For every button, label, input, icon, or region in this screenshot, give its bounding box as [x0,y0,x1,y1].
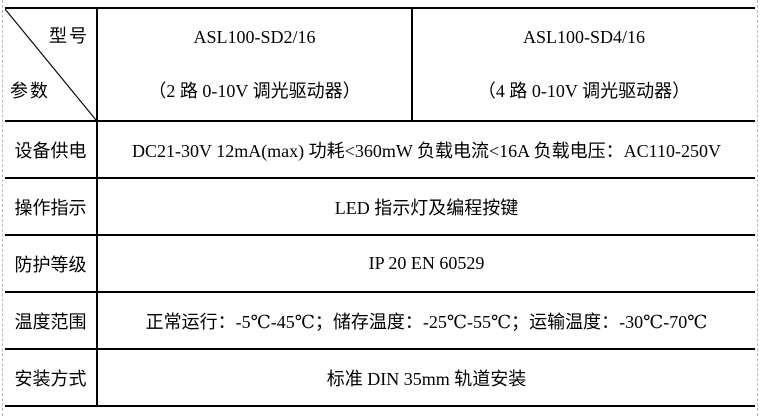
row-value-operation-indicator: LED 指示灯及编程按键 [97,177,755,235]
row-value-power-supply: DC21-30V 12mA(max) 功耗<360mW 负载电流<16A 负载电… [97,120,755,178]
model-1-description: （2 路 0-10V 调光驱动器） [148,80,361,101]
spec-row-mounting: 安装方式 标准 DIN 35mm 轨道安装 [5,348,755,407]
row-label-temperature-range: 温度范围 [5,291,98,349]
corner-cell: 型号 参数 [5,7,98,121]
row-value-mounting-method: 标准 DIN 35mm 轨道安装 [97,348,755,407]
row-label-protection-rating: 防护等级 [5,234,98,292]
page-boundary-right-dashed-line [757,0,758,416]
page-boundary-left-dashed-line [2,0,3,416]
model-1-name: ASL100-SD2/16 [193,26,316,47]
spec-row-protection: 防护等级 IP 20 EN 60529 [5,234,755,292]
spec-row-power: 设备供电 DC21-30V 12mA(max) 功耗<360mW 负载电流<16… [5,120,755,178]
model-2-name: ASL100-SD4/16 [522,26,645,47]
diagonal-divider-line [5,10,95,120]
spec-row-temperature: 温度范围 正常运行：-5℃-45℃；储存温度：-25℃-55℃；运输温度：-30… [5,291,755,349]
corner-model-label: 型号 [49,26,89,46]
model-column-2-header: ASL100-SD4/16 （4 路 0-10V 调光驱动器） [412,7,755,121]
row-label-power-supply: 设备供电 [5,120,98,178]
row-value-temperature-range: 正常运行：-5℃-45℃；储存温度：-25℃-55℃；运输温度：-30℃-70℃ [97,291,755,349]
row-label-mounting-method: 安装方式 [5,348,98,407]
header-row: 型号 参数 ASL100-SD2/16 （2 路 0-10V 调光驱动器） AS… [5,7,755,121]
model-column-1-header: ASL100-SD2/16 （2 路 0-10V 调光驱动器） [97,7,413,121]
row-label-operation-indicator: 操作指示 [5,177,98,235]
spec-table: 型号 参数 ASL100-SD2/16 （2 路 0-10V 调光驱动器） AS… [5,7,755,407]
corner-parameter-label: 参数 [10,81,50,101]
model-2-description: （4 路 0-10V 调光驱动器） [477,80,691,101]
spec-row-operation: 操作指示 LED 指示灯及编程按键 [5,177,755,235]
row-value-protection-rating: IP 20 EN 60529 [97,234,755,292]
